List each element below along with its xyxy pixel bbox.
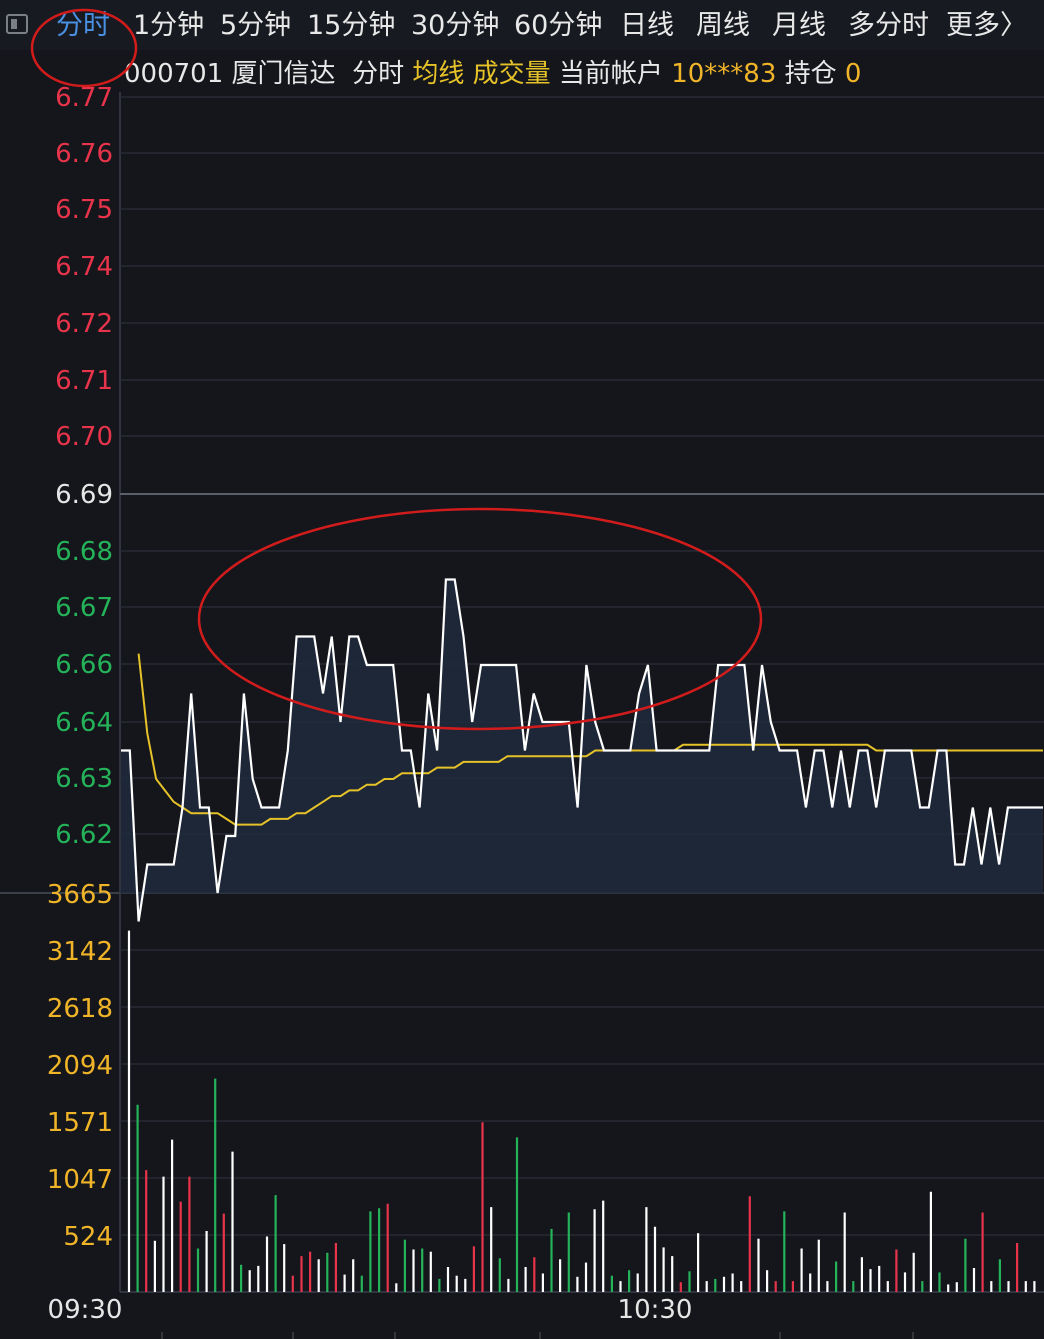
price-tick-label: 6.71 — [55, 366, 113, 396]
volume-tick-label: 2094 — [47, 1051, 113, 1081]
account-value: 10***83 — [671, 59, 777, 89]
tab-30min[interactable]: 30分钟 — [411, 10, 500, 41]
time-label: 10:30 — [618, 1295, 693, 1325]
tab-5min[interactable]: 5分钟 — [220, 10, 292, 41]
tab-monthly[interactable]: 月线 — [772, 10, 826, 41]
chart-mode-label: 分时 — [352, 59, 405, 89]
price-tick-label: 6.69 — [55, 480, 113, 510]
price-line — [121, 578, 1043, 922]
tab-1min[interactable]: 1分钟 — [133, 10, 205, 41]
position-label: 持仓 — [784, 59, 837, 89]
time-axis-labels: 09:30 10:30 — [48, 1295, 693, 1325]
sidebar-toggle-icon[interactable] — [6, 14, 28, 34]
tab-intraday[interactable]: 分时 — [56, 10, 110, 41]
price-tick-label: 6.62 — [55, 820, 113, 850]
time-label: 09:30 — [48, 1295, 123, 1325]
tab-60min[interactable]: 60分钟 — [514, 10, 603, 41]
volume-axis-labels: 3665 3142 2618 2094 1571 1047 524 — [47, 880, 113, 1252]
tab-more[interactable]: 更多〉 — [946, 10, 1027, 41]
account-label: 当前帐户 — [558, 59, 663, 89]
position-value: 0 — [844, 59, 862, 89]
tab-daily[interactable]: 日线 — [620, 10, 674, 41]
stock-info-bar: 000701 厦门信达 分时 均线 成交量 当前帐户 10***83 持仓 0 — [124, 54, 861, 94]
volume-tick-label: 3142 — [47, 937, 113, 967]
volume-bars — [127, 930, 1036, 1292]
volume-label[interactable]: 成交量 — [472, 59, 551, 89]
price-tick-label: 6.70 — [55, 422, 113, 452]
tab-15min[interactable]: 15分钟 — [307, 10, 396, 41]
price-axis-labels: 6.77 6.76 6.75 6.74 6.72 6.71 6.70 6.69 6.68 6.67… — [55, 83, 113, 850]
volume-tick-label: 3665 — [47, 880, 113, 910]
period-tab-bar: 分时 1分钟 5分钟 15分钟 30分钟 60分钟 日线 周线 月线 多分时 更… — [0, 0, 1044, 50]
volume-tick-label: 524 — [63, 1222, 113, 1252]
volume-tick-label: 1571 — [47, 1108, 113, 1138]
price-tick-label: 6.68 — [55, 537, 113, 567]
price-tick-label: 6.66 — [55, 650, 113, 680]
stock-code-name: 000701 厦门信达 — [124, 59, 336, 89]
tab-highlight-ellipse — [30, 8, 138, 88]
price-tick-label: 6.67 — [55, 593, 113, 623]
price-tick-label: 6.64 — [55, 708, 113, 738]
volume-tick-label: 2618 — [47, 994, 113, 1024]
price-tick-label: 6.77 — [55, 83, 113, 113]
price-tick-label: 6.76 — [55, 139, 113, 169]
price-tick-label: 6.63 — [55, 764, 113, 794]
price-tick-label: 6.75 — [55, 195, 113, 225]
volume-tick-label: 1047 — [47, 1165, 113, 1195]
tab-multi-intraday[interactable]: 多分时 — [848, 10, 929, 41]
avg-line-label[interactable]: 均线 — [412, 59, 465, 89]
price-tick-label: 6.74 — [55, 252, 113, 282]
price-tick-label: 6.72 — [55, 309, 113, 339]
price-highlight-ellipse — [197, 507, 763, 731]
annotations — [30, 8, 763, 731]
tab-weekly[interactable]: 周线 — [696, 10, 750, 41]
